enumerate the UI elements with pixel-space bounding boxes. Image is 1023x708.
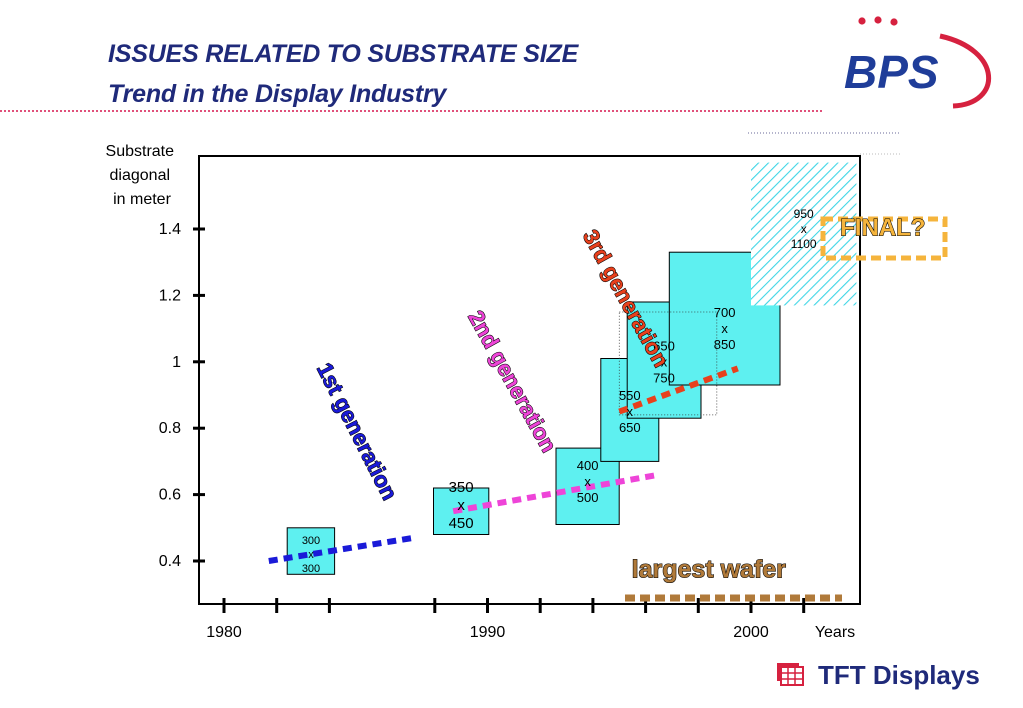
substrate-label: x — [661, 354, 668, 369]
substrate-label: 1100 — [791, 237, 817, 251]
y-axis-label-line-1: Substrate — [106, 143, 175, 160]
footer-brand: TFT Displays — [776, 658, 980, 692]
trend-line — [618, 365, 739, 415]
substrate-label: x — [801, 222, 807, 236]
trend-line — [268, 534, 415, 564]
plot-frame — [198, 155, 861, 605]
y-axis-label-line-3: in meter — [113, 191, 171, 208]
substrate-label: x — [584, 474, 591, 489]
substrate-labels: 300x300350x450400x500550x650650x750700x8… — [302, 207, 817, 575]
y-tick-label: 1 — [172, 354, 181, 371]
trend-line — [452, 471, 660, 515]
substrate-label: 700 — [714, 305, 736, 320]
bps-logo: BPS — [844, 16, 992, 109]
final-dashed-box — [820, 216, 948, 261]
annotation-label: 2nd generation — [463, 306, 561, 456]
substrate-label: 550 — [619, 388, 641, 403]
y-axis-label-line-2: diagonal — [110, 167, 171, 184]
y-tick-label: 1.4 — [159, 221, 181, 238]
logo-dot-3 — [890, 18, 898, 26]
substrate-label: 650 — [653, 338, 675, 353]
substrate-label: 300 — [302, 563, 320, 575]
x-tick-label: 1980 — [206, 624, 242, 641]
substrate-boxes — [286, 162, 857, 575]
substrate-label: 650 — [619, 420, 641, 435]
slide-subtitle: Trend in the Display Industry — [108, 80, 447, 108]
plot-border — [198, 155, 861, 605]
substrate-label: 400 — [577, 458, 599, 473]
substrate-label: x — [721, 321, 728, 336]
logo-arc — [939, 33, 992, 109]
substrate-label: 850 — [714, 337, 736, 352]
annotation-label: FINAL? — [840, 215, 925, 242]
substrate-box — [751, 162, 857, 306]
annotation-label: 3rd generation — [578, 225, 674, 371]
y-tick-label: 0.6 — [159, 487, 181, 504]
y-tick-label: 0.4 — [159, 553, 181, 570]
y-tick-label: 0.8 — [159, 420, 181, 437]
logo-dot-2 — [874, 16, 882, 24]
logo-text: BPS — [844, 46, 939, 98]
substrate-label: x — [627, 404, 634, 419]
slide-title: ISSUES RELATED TO SUBSTRATE SIZE — [108, 40, 579, 68]
annotation-label: largest wafer — [632, 556, 787, 584]
substrate-label: 350 — [449, 479, 474, 496]
substrate-label: 300 — [302, 535, 320, 547]
substrate-label: 750 — [653, 370, 675, 385]
x-axis-label: Years — [815, 624, 855, 641]
annotation-label: 1st generation — [312, 359, 403, 504]
y-axis-label: Substrate diagonal in meter — [106, 143, 179, 208]
overlap-outline — [618, 311, 718, 416]
substrate-label: x — [308, 549, 314, 561]
header-divider — [0, 110, 822, 112]
x-tick-label: 1990 — [470, 624, 506, 641]
substrate-label: 950 — [794, 207, 814, 221]
substrate-label: x — [457, 497, 465, 514]
trend-lines — [268, 365, 739, 564]
substrate-label: 500 — [577, 490, 599, 505]
footer-label: TFT Displays — [818, 659, 980, 690]
x-tick-label: 2000 — [733, 624, 769, 641]
y-tick-label: 1.2 — [159, 287, 181, 304]
substrate-label: 450 — [449, 515, 474, 532]
tft-grid-icon — [777, 663, 804, 686]
axes: 0.4 0.6 0.8 1 1.2 1.4 1980 1990 2000 Years — [159, 221, 855, 641]
logo-dot-1 — [858, 17, 866, 25]
